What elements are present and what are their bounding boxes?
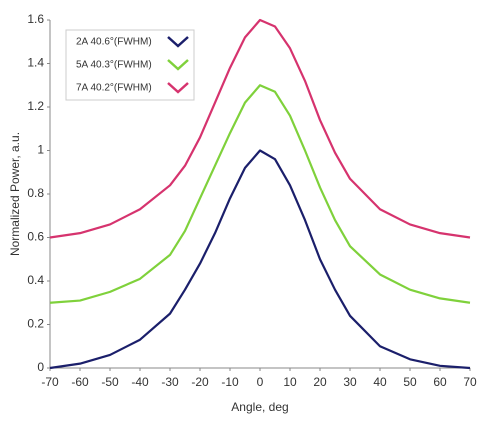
x-tick-label: -40 — [131, 375, 149, 389]
x-tick-label: -30 — [161, 375, 179, 389]
y-tick-label: 0.4 — [27, 273, 44, 287]
y-tick-label: 1.6 — [27, 12, 44, 26]
x-tick-label: 10 — [283, 375, 297, 389]
legend-swatch — [167, 59, 189, 71]
x-tick-label: 20 — [313, 375, 327, 389]
legend: 2A 40.6°(FWHM) 5A 40.3°(FWHM) 7A 40.2°(FWH… — [65, 29, 195, 101]
legend-swatch — [167, 36, 189, 48]
y-tick-label: 1 — [37, 143, 44, 157]
x-tick-label: -70 — [41, 375, 59, 389]
legend-swatch — [167, 82, 189, 94]
x-axis-label: Angle, deg — [231, 400, 288, 414]
x-tick-label: -20 — [191, 375, 209, 389]
x-tick-label: 60 — [433, 375, 447, 389]
x-tick-label: 30 — [343, 375, 357, 389]
y-tick-label: 0.2 — [27, 317, 44, 331]
x-tick-label: 70 — [463, 375, 477, 389]
series-line — [49, 18, 471, 239]
x-tick-label: -10 — [221, 375, 239, 389]
legend-label: 5A 40.3°(FWHM) — [76, 60, 152, 71]
y-tick-label: 0.8 — [27, 186, 44, 200]
x-tick-label: 50 — [403, 375, 417, 389]
y-tick-label: 0.6 — [27, 230, 44, 244]
x-tick-label: -50 — [101, 375, 119, 389]
y-tick-label: 1.2 — [27, 99, 44, 113]
y-tick-label: 1.4 — [27, 56, 44, 70]
series-line — [49, 149, 471, 370]
y-axis-label: Normalized Power, a.u. — [8, 132, 22, 256]
legend-label: 7A 40.2°(FWHM) — [76, 83, 152, 94]
x-tick-label: -60 — [71, 375, 89, 389]
series-line — [49, 84, 471, 304]
x-tick-label: 40 — [373, 375, 387, 389]
legend-label: 2A 40.6°(FWHM) — [76, 37, 152, 48]
y-tick-label: 0 — [37, 360, 44, 374]
x-tick-label: 0 — [257, 375, 264, 389]
